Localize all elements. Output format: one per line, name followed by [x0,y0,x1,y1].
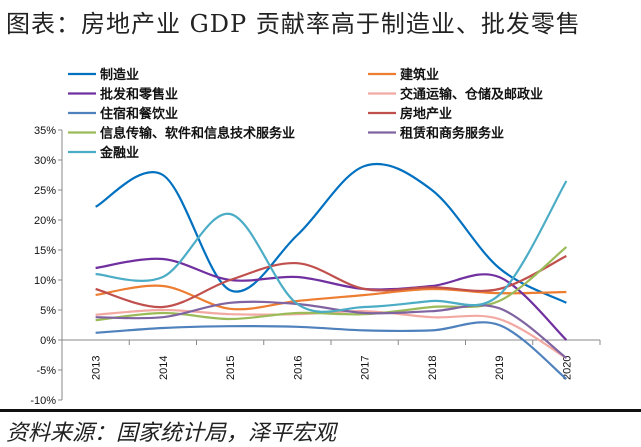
series-line [95,257,568,341]
legend-label: 制造业 [100,67,139,83]
legend-label: 信息传输、软件和信息技术服务业 [100,126,295,142]
legend-label: 房地产业 [400,106,452,122]
series-line [95,180,568,313]
y-tick-label: -5% [36,365,56,377]
y-tick-label: -10% [30,395,56,407]
series-line [95,246,568,322]
y-tick-label: 5% [40,305,56,317]
series-line [95,162,567,304]
x-tick-label: 2019 [494,356,506,380]
x-tick-label: 2016 [292,356,304,380]
page-title: 图表：房地产业 GDP 贡献率高于制造业、批发零售 [6,10,581,38]
series-line [95,321,568,380]
series-line [95,284,567,311]
line-chart: 35% 30% 25% 20% 15% 10% 5% 0% -5% -10% 2013 2014 201… [30,67,601,407]
y-tick-label: 20% [34,215,56,227]
divider [0,409,641,412]
legend-label: 租赁和商务服务业 [400,126,504,142]
legend-label: 交通运输、仓储及邮政业 [400,87,543,103]
legend-label: 建筑业 [400,67,439,83]
x-tick-label: 2013 [91,356,103,380]
x-tick-label: 2017 [360,356,372,380]
series-line [95,300,568,359]
source-note: 资料来源：国家统计局，泽平宏观 [6,421,337,446]
x-tick-label: 2015 [225,356,237,380]
legend-label: 住宿和餐饮业 [100,106,178,122]
x-tick-label: 2018 [427,356,439,380]
series-line [95,255,567,309]
y-tick-label: 0% [40,335,56,347]
y-tick-label: 15% [34,245,56,257]
y-tick-label: 10% [34,275,56,287]
x-tick-label: 2020 [561,356,573,380]
y-tick-label: 25% [34,185,56,197]
legend-label: 批发和零售业 [100,87,178,103]
x-tick-label: 2014 [158,356,170,380]
y-tick-label: 35% [34,125,56,137]
legend-label: 金融业 [99,145,139,161]
y-tick-label: 30% [34,155,56,167]
